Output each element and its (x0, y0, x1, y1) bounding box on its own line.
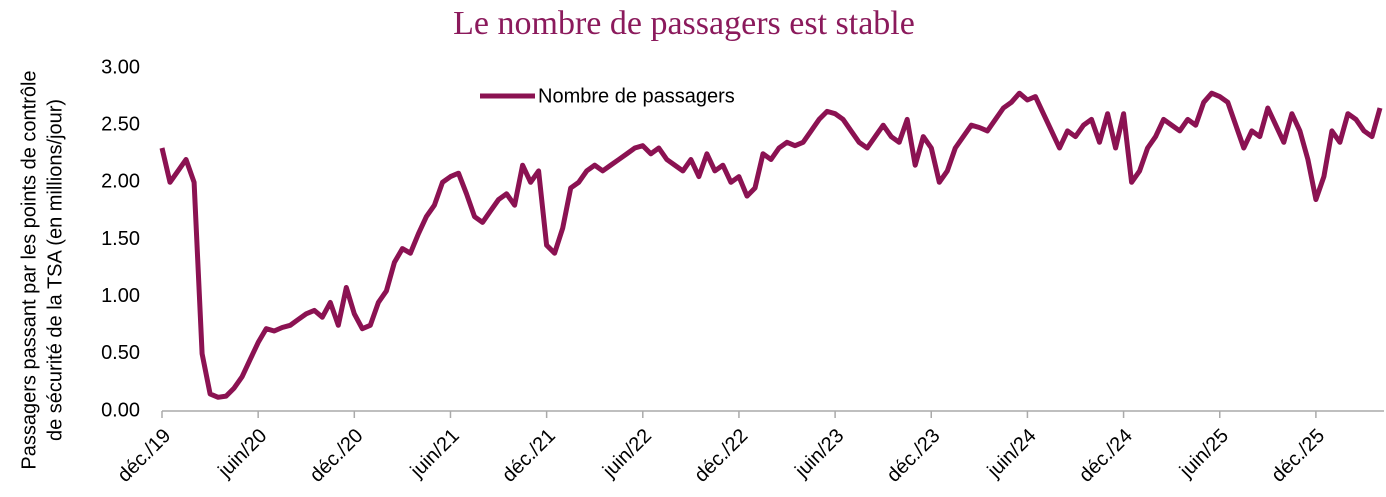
x-tick-label: déc./24 (1075, 425, 1137, 487)
legend-label: Nombre de passagers (538, 85, 735, 107)
x-tick-label: juin/22 (598, 425, 656, 483)
y-tick-label: 0.50 (101, 342, 140, 364)
y-tick-label: 1.50 (101, 228, 140, 250)
y-tick-label: 2.50 (101, 113, 140, 135)
y-axis-label: Passagers passant par les points de cont… (18, 70, 40, 469)
x-tick-label: juin/25 (1175, 425, 1233, 483)
x-tick-label: juin/21 (406, 425, 464, 483)
y-tick-label: 0.00 (101, 399, 140, 421)
x-tick-label: déc./22 (690, 425, 752, 487)
x-tick-label: déc./23 (883, 425, 945, 487)
x-tick-label: déc./19 (113, 425, 175, 487)
data-line (159, 90, 1383, 400)
x-tick-label: juin/20 (213, 425, 271, 483)
x-tick-label: déc./25 (1267, 425, 1329, 487)
x-tick-label: juin/23 (790, 425, 848, 483)
chart-title: Le nombre de passagers est stable (453, 5, 915, 42)
y-axis-label: de sécurité de la TSA (en millions/jour) (44, 99, 66, 441)
x-tick-label: juin/24 (983, 425, 1041, 483)
x-tick-label: déc./20 (306, 425, 368, 487)
y-tick-label: 3.00 (101, 56, 140, 78)
y-tick-label: 2.00 (101, 171, 140, 193)
y-tick-label: 1.00 (101, 285, 140, 307)
x-tick-label: déc./21 (498, 425, 560, 487)
